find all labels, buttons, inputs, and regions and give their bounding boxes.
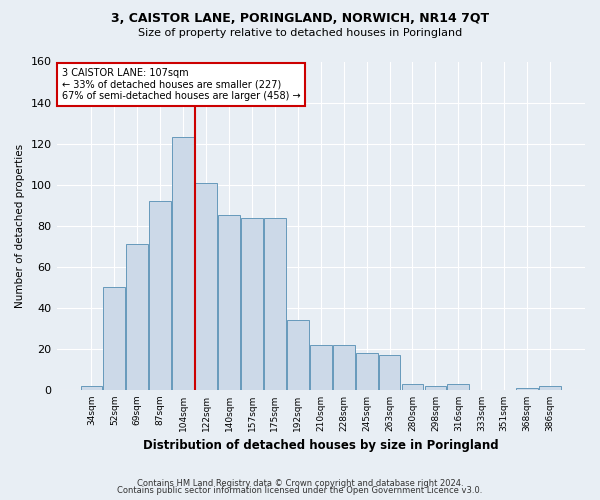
Bar	[356, 353, 377, 390]
Bar	[127, 244, 148, 390]
Bar	[401, 384, 424, 390]
Bar	[379, 355, 400, 390]
Bar	[149, 201, 171, 390]
Bar	[539, 386, 561, 390]
Text: Contains HM Land Registry data © Crown copyright and database right 2024.: Contains HM Land Registry data © Crown c…	[137, 478, 463, 488]
Bar	[241, 218, 263, 390]
Bar	[103, 288, 125, 390]
Bar	[333, 345, 355, 390]
Bar	[172, 138, 194, 390]
Text: Size of property relative to detached houses in Poringland: Size of property relative to detached ho…	[138, 28, 462, 38]
Bar	[195, 182, 217, 390]
Bar	[448, 384, 469, 390]
Text: 3, CAISTOR LANE, PORINGLAND, NORWICH, NR14 7QT: 3, CAISTOR LANE, PORINGLAND, NORWICH, NR…	[111, 12, 489, 26]
Y-axis label: Number of detached properties: Number of detached properties	[15, 144, 25, 308]
Bar	[287, 320, 309, 390]
Bar	[218, 216, 240, 390]
Bar	[425, 386, 446, 390]
Bar	[516, 388, 538, 390]
Bar	[264, 218, 286, 390]
Text: 3 CAISTOR LANE: 107sqm
← 33% of detached houses are smaller (227)
67% of semi-de: 3 CAISTOR LANE: 107sqm ← 33% of detached…	[62, 68, 301, 102]
Text: Contains public sector information licensed under the Open Government Licence v3: Contains public sector information licen…	[118, 486, 482, 495]
Bar	[310, 345, 332, 390]
X-axis label: Distribution of detached houses by size in Poringland: Distribution of detached houses by size …	[143, 440, 499, 452]
Bar	[80, 386, 103, 390]
